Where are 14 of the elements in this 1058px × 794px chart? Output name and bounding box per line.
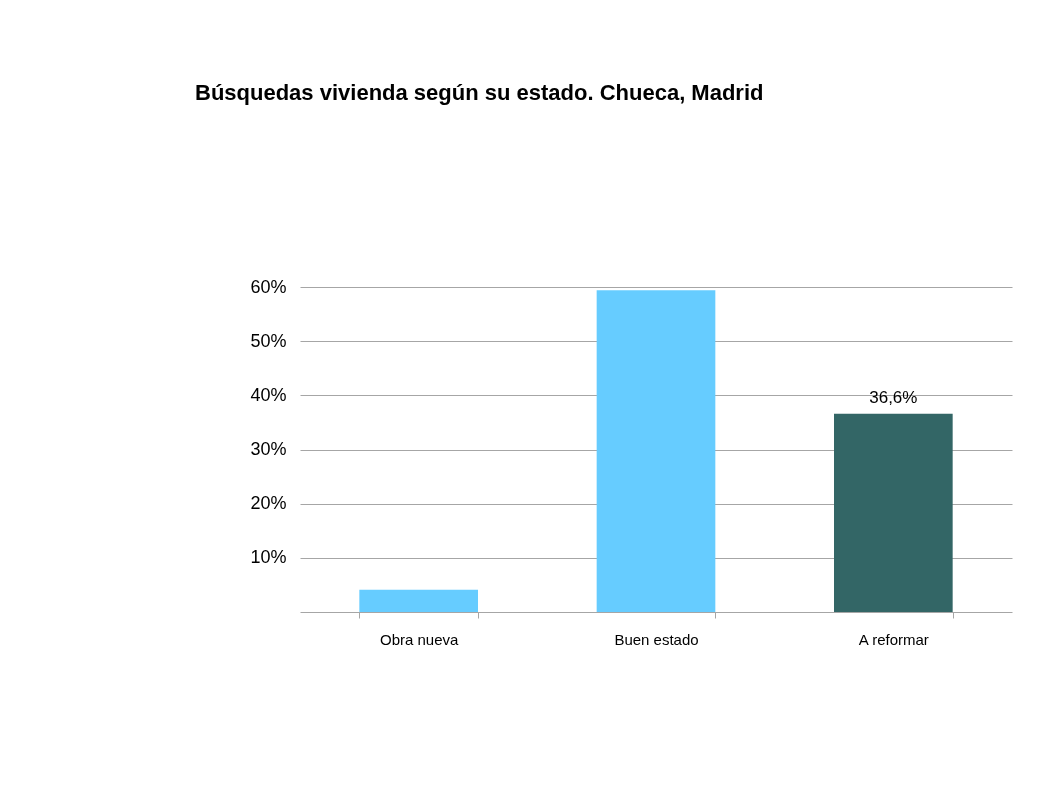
bar xyxy=(596,290,716,612)
data-label: 36,6% xyxy=(869,387,918,407)
x-tick-label: Buen estado xyxy=(614,630,699,648)
bar xyxy=(359,589,478,612)
y-tick-label: 20% xyxy=(250,493,287,514)
y-tick-label: 60% xyxy=(250,276,287,297)
x-tick-label: Obra nueva xyxy=(379,630,460,648)
bar xyxy=(834,413,953,612)
x-tick-label: A reformar xyxy=(858,630,929,648)
y-tick-label: 40% xyxy=(250,384,287,405)
y-tick-label: 10% xyxy=(250,547,287,568)
chart-title: Búsquedas vivienda según su estado. Chueca, Madrid xyxy=(195,80,764,106)
y-tick-label: 50% xyxy=(250,330,287,351)
y-tick-label: 30% xyxy=(250,439,287,459)
